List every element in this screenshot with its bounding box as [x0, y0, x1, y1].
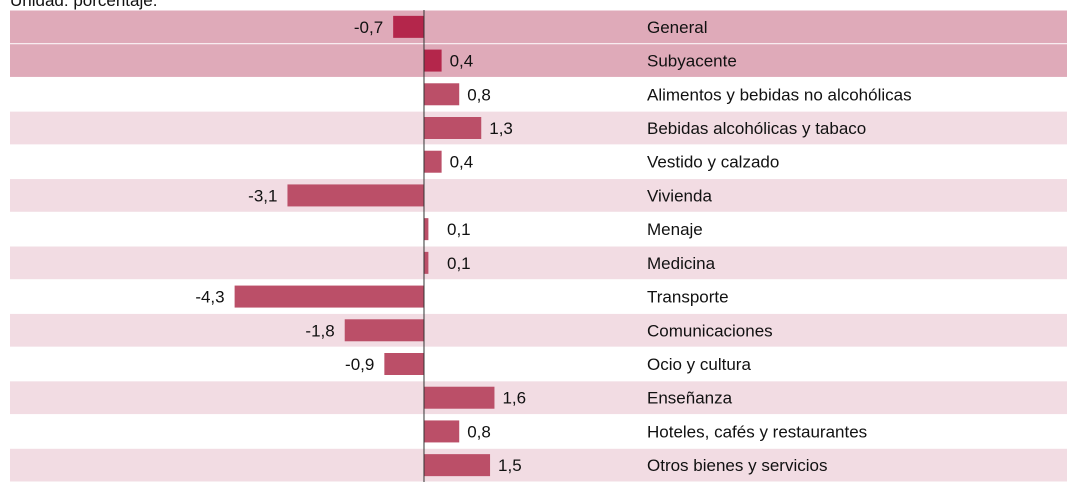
bar [423, 386, 495, 409]
value-label: 1,3 [489, 119, 513, 138]
bar [423, 218, 429, 241]
bar [423, 150, 442, 173]
category-label: Otros bienes y servicios [647, 456, 827, 475]
category-label: Vivienda [647, 186, 712, 205]
category-label: Alimentos y bebidas no alcohólicas [647, 85, 912, 104]
category-label: Enseñanza [647, 389, 733, 408]
row-band [10, 448, 1067, 482]
row-band [10, 246, 1067, 280]
category-label: Transporte [647, 288, 729, 307]
category-label: Hoteles, cafés y restaurantes [647, 422, 867, 441]
value-label: 0,4 [450, 52, 474, 71]
value-label: -1,8 [305, 321, 334, 340]
value-label: -0,9 [345, 355, 374, 374]
row-band [10, 347, 1067, 381]
row-band [10, 111, 1067, 145]
value-label: 1,5 [498, 456, 522, 475]
bar [423, 83, 460, 106]
bar [234, 285, 424, 308]
row-band [10, 415, 1067, 448]
row-band [10, 145, 1067, 179]
value-label: -3,1 [248, 186, 277, 205]
value-label: -0,7 [354, 18, 383, 37]
category-label: General [647, 18, 707, 37]
category-label: Medicina [647, 254, 716, 273]
value-label: 0,1 [447, 254, 471, 273]
value-label: 0,8 [467, 85, 491, 104]
value-label: 0,1 [447, 220, 471, 239]
category-label: Vestido y calzado [647, 153, 779, 172]
bar [423, 251, 429, 274]
bar [423, 420, 460, 443]
bar [423, 117, 482, 139]
category-label: Bebidas alcohólicas y tabaco [647, 119, 866, 138]
bar [423, 454, 491, 477]
bar [344, 319, 424, 342]
row-band [10, 280, 1067, 313]
category-label: Ocio y cultura [647, 355, 751, 374]
row-band [10, 212, 1067, 246]
value-label: 0,8 [467, 422, 491, 441]
chart-subtitle: Unidad: porcentaje. [10, 0, 157, 10]
value-label: -4,3 [195, 288, 224, 307]
row-band [10, 313, 1067, 347]
bar [393, 15, 424, 38]
bar [423, 49, 442, 72]
row-band [10, 381, 1067, 415]
value-label: 0,4 [450, 153, 474, 172]
row-band [10, 44, 1067, 77]
bar [287, 184, 424, 207]
row-band [10, 10, 1067, 44]
category-label: Menaje [647, 220, 703, 239]
value-label: 1,6 [502, 389, 526, 408]
category-label: Subyacente [647, 52, 737, 71]
category-label: Comunicaciones [647, 321, 773, 340]
row-band [10, 77, 1067, 111]
row-band [10, 179, 1067, 212]
bar [384, 353, 424, 375]
